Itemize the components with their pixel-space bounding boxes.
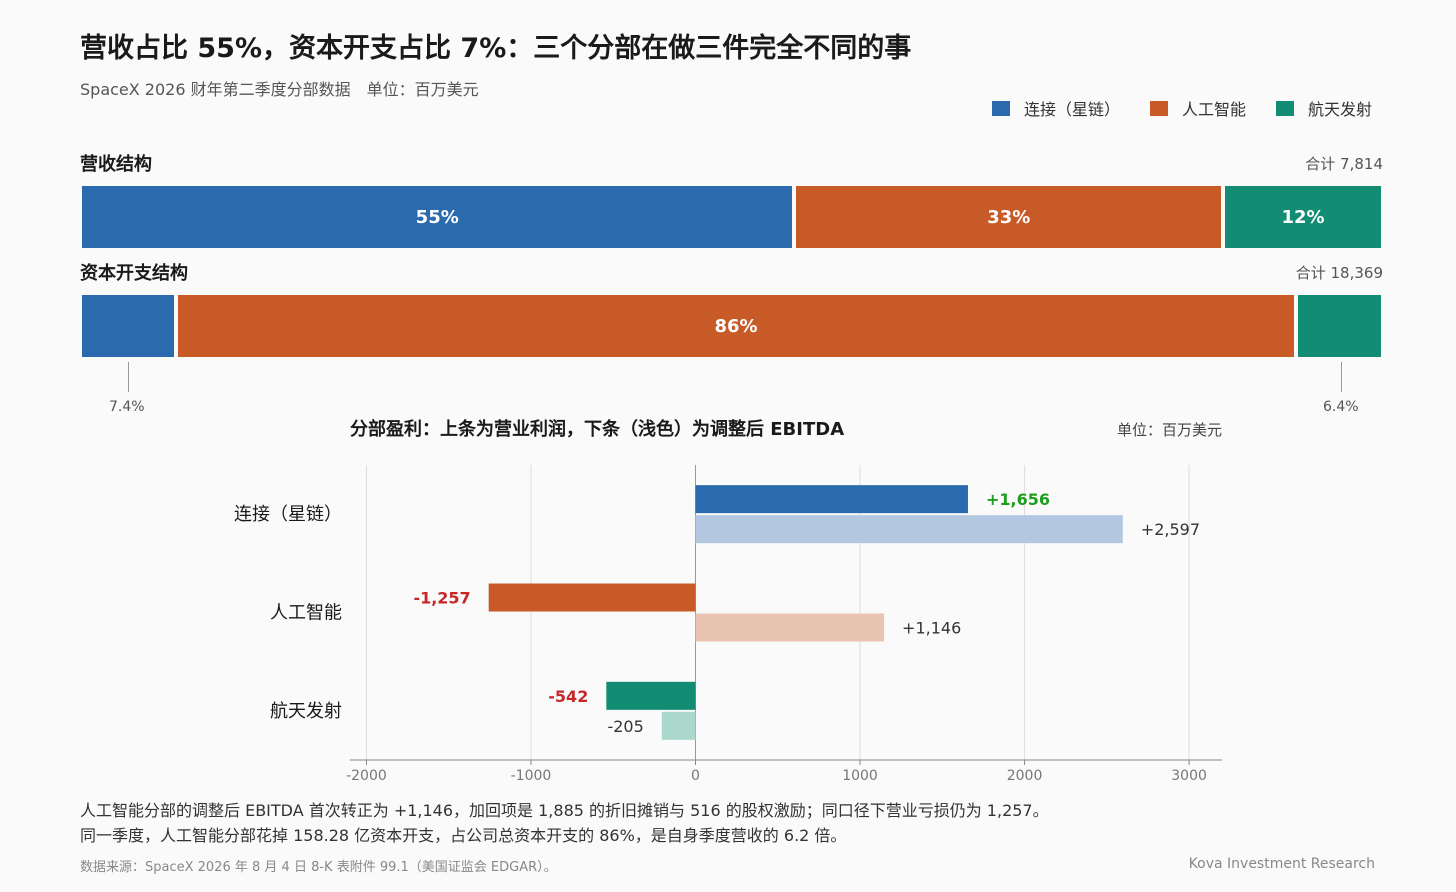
operating-profit-bar (488, 583, 696, 612)
revenue-segment-1: 33% (796, 186, 1222, 248)
adjusted-ebitda-label: -205 (607, 717, 643, 736)
legend-label-launch: 航天发射 (1307, 100, 1372, 119)
legend-item-ai: 人工智能 (1149, 96, 1246, 120)
category-label: 航天发射 (270, 701, 342, 722)
revenue-total-label: 合计 7,814 (1305, 155, 1383, 173)
revenue-stacked-bar: 55% 33% 12% (82, 186, 1381, 248)
operating-profit-bar (606, 681, 696, 710)
operating-profit-bar (695, 485, 968, 514)
capex-segment-1: 86% (178, 295, 1294, 357)
source-note: 数据来源：SpaceX 2026 年 8 月 4 日 8-K 表附件 99.1（… (80, 860, 557, 875)
legend: 连接（星链） 人工智能 航天发射 (991, 96, 1372, 120)
adjusted-ebitda-bar (695, 613, 885, 642)
capex-section-label: 资本开支结构 (80, 263, 188, 284)
capex-callout-connectivity: 7.4% (109, 399, 145, 415)
capex-callout-line-launch (1341, 362, 1342, 392)
revenue-segment-0: 55% (82, 186, 793, 248)
x-tick-label: 3000 (1171, 768, 1207, 784)
adjusted-ebitda-label: +2,597 (1141, 520, 1200, 539)
adjusted-ebitda-bar (695, 515, 1123, 544)
footnote-1: 人工智能分部的调整后 EBITDA 首次转正为 +1,146，加回项是 1,88… (80, 801, 1049, 820)
operating-profit-label: +1,656 (986, 490, 1050, 509)
segment-profit-chart: 分部盈利：上条为营业利润，下条（浅色）为调整后 EBITDA 单位：百万美元 连… (234, 418, 1222, 784)
legend-item-launch: 航天发射 (1275, 96, 1372, 120)
chart-title: 分部盈利：上条为营业利润，下条（浅色）为调整后 EBITDA (350, 418, 844, 440)
category-label: 人工智能 (270, 603, 342, 624)
x-tick-label: -2000 (346, 768, 387, 784)
revenue-segment-2: 12% (1225, 186, 1381, 248)
capex-callout-line-connectivity (128, 362, 129, 392)
operating-profit-label: -542 (548, 687, 588, 706)
page-title: 营收占比 55%，资本开支占比 7%：三个分部在做三件完全不同的事 (80, 33, 912, 64)
credit-label: Kova Investment Research (1188, 856, 1375, 872)
legend-label-connectivity: 连接（星链） (1023, 100, 1120, 119)
legend-item-connectivity: 连接（星链） (991, 96, 1120, 120)
adjusted-ebitda-label: +1,146 (902, 619, 961, 638)
capex-total-label: 合计 18,369 (1295, 264, 1383, 282)
chart-unit-label: 单位：百万美元 (1117, 421, 1222, 439)
capex-callout-launch: 6.4% (1323, 399, 1359, 415)
x-tick-label: -1000 (511, 768, 552, 784)
capex-segment-0 (82, 295, 175, 357)
legend-swatch-launch (1275, 100, 1294, 116)
legend-swatch-ai (1149, 100, 1168, 116)
x-tick-label: 2000 (1007, 768, 1043, 784)
legend-label-ai: 人工智能 (1181, 100, 1246, 119)
capex-stacked-bar: 86% (82, 295, 1381, 357)
page-subtitle: SpaceX 2026 财年第二季度分部数据 单位：百万美元 (80, 80, 479, 99)
adjusted-ebitda-bar (661, 711, 696, 740)
revenue-section-label: 营收结构 (80, 154, 152, 175)
footnote-2: 同一季度，人工智能分部花掉 158.28 亿资本开支，占公司总资本开支的 86%… (80, 826, 847, 845)
x-tick-label: 0 (691, 768, 700, 784)
x-tick-label: 1000 (842, 768, 878, 784)
category-label: 连接（星链） (234, 504, 342, 525)
operating-profit-label: -1,257 (413, 589, 470, 608)
legend-swatch-connectivity (991, 100, 1010, 116)
capex-segment-2 (1297, 295, 1381, 357)
